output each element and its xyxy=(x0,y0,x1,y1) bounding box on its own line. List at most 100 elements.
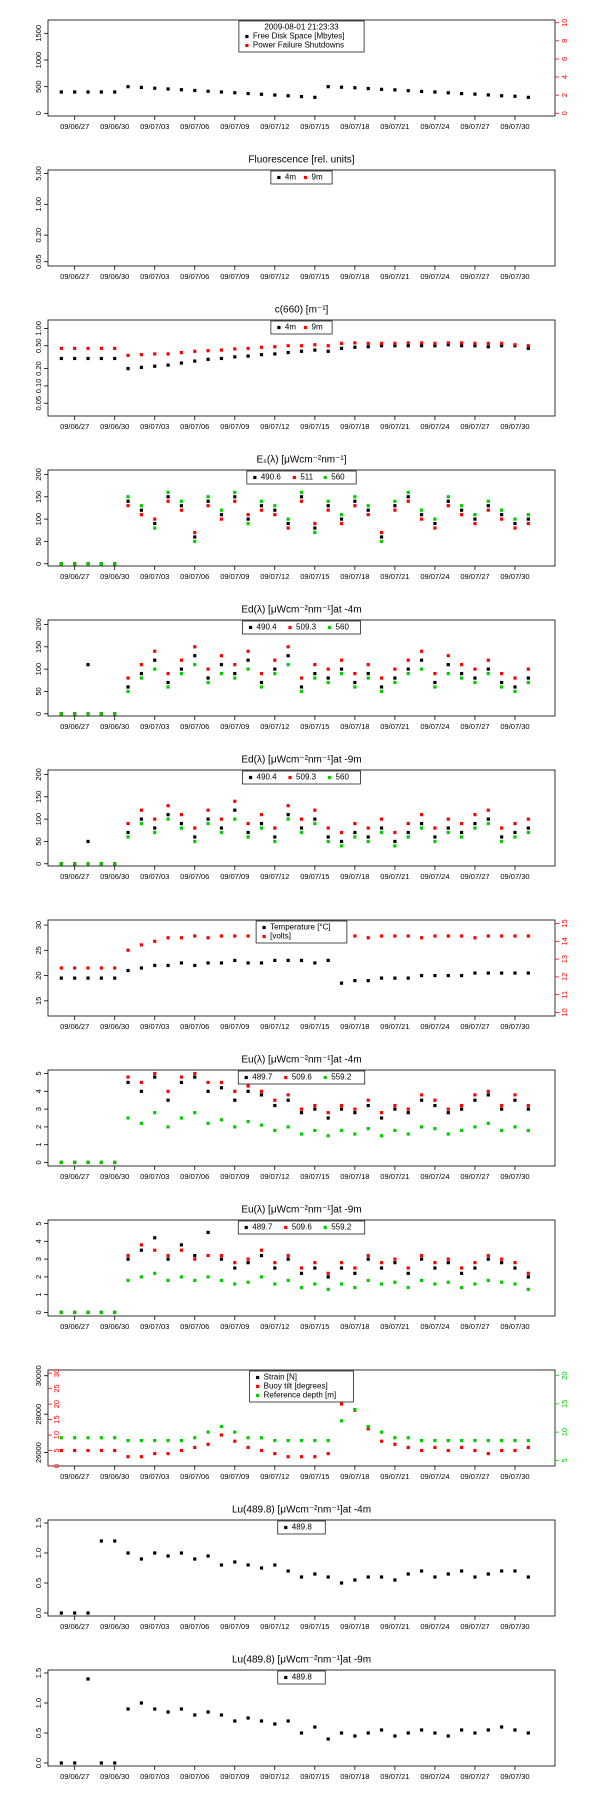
x-tick-label: 09/07/27 xyxy=(460,722,489,731)
data-point xyxy=(419,649,424,653)
data-point xyxy=(286,526,290,530)
data-point xyxy=(339,844,344,848)
legend-box xyxy=(237,1220,366,1235)
data-point xyxy=(406,1107,410,1111)
data-point xyxy=(233,808,237,812)
chart-title: Ed(λ) [μWcm⁻²nm⁻¹]at -4m xyxy=(241,605,361,616)
data-point xyxy=(273,667,277,671)
data-point xyxy=(179,1448,184,1453)
data-point xyxy=(500,1448,504,1453)
data-point xyxy=(419,1125,424,1129)
x-tick-label: 09/07/21 xyxy=(380,1472,409,1481)
legend-box xyxy=(242,620,361,635)
data-point xyxy=(393,976,397,980)
data-point xyxy=(166,1125,170,1129)
data-point xyxy=(153,658,157,662)
data-point xyxy=(139,508,143,512)
data-point xyxy=(366,1103,370,1108)
x-tick-label: 09/07/09 xyxy=(220,1772,249,1781)
data-point xyxy=(460,1438,464,1443)
data-point xyxy=(113,712,117,716)
legend-box xyxy=(270,320,333,335)
data-point xyxy=(166,685,170,689)
data-point xyxy=(419,826,424,830)
data-point xyxy=(486,499,490,503)
y-tick-label: 5 xyxy=(34,1071,43,1075)
data-point xyxy=(326,1287,330,1291)
data-point xyxy=(206,1089,210,1093)
data-point xyxy=(286,1125,290,1129)
data-point xyxy=(406,1445,410,1450)
data-point xyxy=(366,1278,370,1283)
y-tick-label: 4 xyxy=(34,1239,43,1243)
data-point xyxy=(406,1572,410,1576)
data-point xyxy=(379,934,384,938)
data-point xyxy=(513,821,517,826)
data-point xyxy=(153,963,157,968)
data-point xyxy=(139,671,143,676)
x-tick-label: 09/07/15 xyxy=(300,422,329,431)
data-point xyxy=(526,1107,530,1111)
x-tick-label: 09/06/27 xyxy=(60,722,89,731)
data-point xyxy=(286,350,290,355)
data-point xyxy=(233,1430,237,1434)
data-point xyxy=(233,490,237,494)
data-point xyxy=(219,1253,224,1258)
data-point xyxy=(433,973,437,978)
x-tick-label: 09/07/21 xyxy=(380,1022,409,1031)
data-point xyxy=(193,349,197,353)
data-point xyxy=(273,958,277,963)
data-point xyxy=(153,1271,157,1275)
data-point xyxy=(246,821,250,826)
legend-label: Buoy tilt [degrees] xyxy=(264,1382,328,1391)
data-point xyxy=(500,826,504,830)
data-point xyxy=(500,94,504,98)
data-point xyxy=(526,517,530,521)
data-point xyxy=(366,345,370,349)
data-point xyxy=(246,517,250,521)
legend-marker xyxy=(303,175,308,180)
data-point xyxy=(513,94,517,98)
data-point xyxy=(139,1080,143,1085)
legend-label: 490.4 xyxy=(257,773,278,782)
data-point xyxy=(366,839,370,844)
data-point xyxy=(419,1278,424,1283)
x-tick-label: 09/07/30 xyxy=(500,1022,529,1031)
data-point xyxy=(59,862,63,866)
data-point xyxy=(99,966,103,970)
data-point xyxy=(206,680,210,685)
legend-marker xyxy=(253,475,257,480)
data-point xyxy=(353,499,357,503)
data-point xyxy=(259,92,264,96)
data-point xyxy=(259,671,264,676)
data-point xyxy=(460,513,464,517)
data-point xyxy=(513,343,517,347)
data-point xyxy=(406,835,410,839)
x-tick-label: 09/07/09 xyxy=(220,422,249,431)
data-point xyxy=(473,341,477,345)
data-point xyxy=(339,1261,344,1265)
x-tick-label: 09/07/21 xyxy=(380,1172,409,1181)
data-point xyxy=(193,1713,197,1717)
data-point xyxy=(246,1436,250,1440)
data-point xyxy=(206,1230,210,1235)
x-tick-label: 09/07/03 xyxy=(140,722,169,731)
data-point xyxy=(500,1261,504,1265)
data-point xyxy=(286,958,290,963)
x-tick-label: 09/07/18 xyxy=(340,272,369,281)
data-point xyxy=(379,1430,384,1434)
data-point xyxy=(446,1438,450,1443)
data-point xyxy=(486,341,490,345)
data-point xyxy=(433,1266,437,1270)
x-tick-label: 09/07/03 xyxy=(140,1622,169,1631)
data-point xyxy=(353,86,357,90)
data-point xyxy=(486,1438,490,1443)
data-point xyxy=(353,504,357,508)
data-point xyxy=(193,663,197,667)
data-point xyxy=(446,817,450,821)
data-point xyxy=(486,934,490,938)
data-point xyxy=(313,1455,317,1459)
x-tick-label: 09/07/21 xyxy=(380,722,409,731)
data-point xyxy=(419,1257,424,1261)
x-tick-label: 09/06/27 xyxy=(60,1022,89,1031)
